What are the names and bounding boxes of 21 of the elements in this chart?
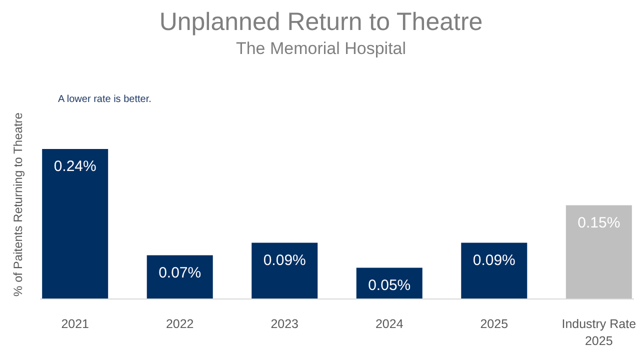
bar: [42, 149, 108, 299]
x-tick-label: 2024: [375, 317, 404, 331]
text: A lower rate is better.: [58, 94, 152, 105]
bar: [461, 242, 528, 299]
x-tick-label: 2021: [61, 317, 90, 331]
bar: [252, 242, 318, 299]
x-tick-label: Industry Rate 2025: [562, 317, 636, 348]
data-label: 0.09%: [472, 252, 516, 269]
data-label: 0.09%: [263, 252, 306, 269]
y-axis-title: % of Paitents Returning to Theatre: [11, 112, 25, 296]
x-tick-label: 2022: [166, 317, 194, 331]
x-tick-label: 2023: [270, 317, 299, 331]
data-label: 0.05%: [368, 276, 411, 294]
data-label: 0.24%: [54, 158, 96, 175]
x-tick-label: 2025: [480, 317, 508, 331]
chart-subtitle: The Memorial Hospital: [236, 39, 406, 58]
bar: [566, 205, 632, 299]
data-label: 0.07%: [158, 264, 202, 282]
data-label: 0.15%: [578, 214, 620, 232]
bar: [146, 255, 213, 299]
chart-title: Unplanned Return to Theatre: [159, 8, 483, 36]
